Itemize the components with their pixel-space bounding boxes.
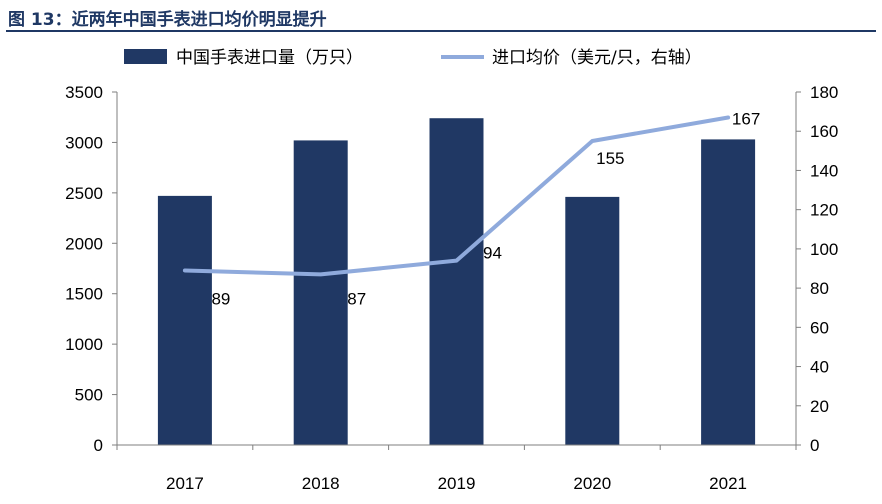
bar-2018 [293, 140, 348, 445]
line-data-label: 94 [483, 244, 502, 263]
y-right-tick-label: 60 [810, 318, 829, 337]
bar-2020 [565, 196, 620, 445]
y-right-tick-label: 120 [810, 201, 838, 220]
y-right-tick-label: 80 [810, 279, 829, 298]
bar-2019 [429, 118, 484, 446]
figure-title: 图 13：近两年中国手表进口均价明显提升 [8, 10, 327, 30]
y-right-tick-label: 140 [810, 161, 838, 180]
figure-title-bar: 图 13：近两年中国手表进口均价明显提升 [6, 2, 876, 32]
y-left-tick-label: 0 [94, 436, 103, 455]
y-left-tick-label: 3000 [65, 133, 103, 152]
x-tick-label: 2017 [166, 474, 204, 493]
y-right-tick-label: 160 [810, 122, 838, 141]
x-tick-label: 2019 [438, 474, 476, 493]
y-left-tick-label: 1000 [65, 335, 103, 354]
line-data-label: 87 [347, 289, 366, 308]
y-left-tick-label: 2500 [65, 184, 103, 203]
y-left-tick-label: 500 [75, 386, 103, 405]
y-left-tick-label: 3500 [65, 83, 103, 102]
line-data-label: 89 [211, 289, 230, 308]
legend-swatch-bar [124, 49, 167, 64]
y-right-tick-label: 20 [810, 397, 829, 416]
line-data-label: 167 [732, 109, 760, 128]
y-right-tick-label: 0 [810, 436, 819, 455]
x-tick-label: 2020 [573, 474, 611, 493]
bar-2021 [701, 139, 756, 445]
x-tick-label: 2021 [709, 474, 747, 493]
line-data-label: 155 [596, 149, 624, 168]
x-tick-label: 2018 [302, 474, 340, 493]
y-right-tick-label: 180 [810, 83, 838, 102]
y-left-tick-label: 2000 [65, 234, 103, 253]
legend-label-bar: 中国手表进口量（万只） [176, 48, 363, 68]
y-right-tick-label: 100 [810, 240, 838, 259]
line-series-avg-price [182, 115, 731, 277]
legend-label-line: 进口均价（美元/只，右轴） [492, 48, 702, 68]
bar-2017 [157, 195, 212, 445]
y-left-tick-label: 1500 [65, 285, 103, 304]
y-right-tick-label: 40 [810, 358, 829, 377]
